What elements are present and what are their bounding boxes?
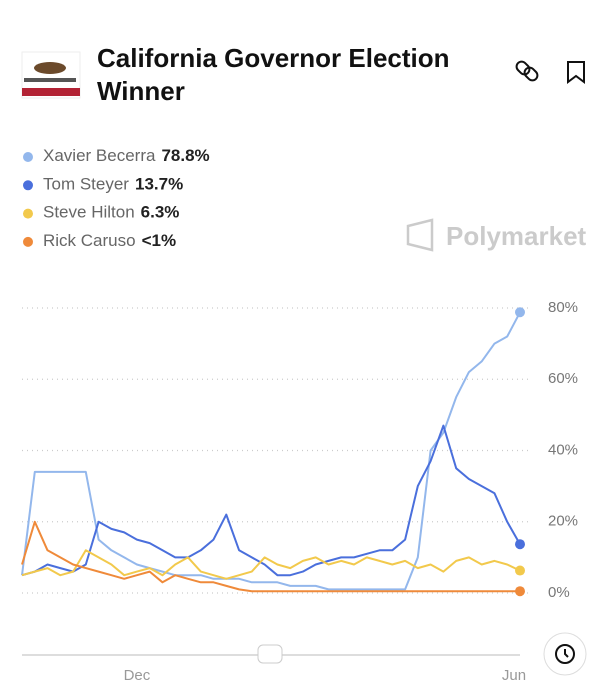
legend-value: 6.3%	[141, 203, 180, 222]
legend-marker	[23, 236, 33, 247]
clock-button[interactable]	[543, 632, 587, 676]
y-tick-label: 20%	[548, 513, 578, 530]
legend-entry: Steve Hilton 6.3%	[43, 203, 179, 222]
y-tick-label: 60%	[548, 370, 578, 387]
chart-title: California Governor Election Winner	[97, 43, 450, 106]
series-line	[21, 520, 520, 593]
legend-name: Rick Caruso	[43, 231, 136, 250]
legend-value: 13.7%	[135, 175, 183, 194]
legend-entry: Rick Caruso <1%	[43, 231, 176, 250]
legend-marker	[23, 180, 33, 191]
y-tick-label: 40%	[548, 441, 578, 458]
link-icon[interactable]	[515, 60, 540, 83]
legend-entry: Tom Steyer 13.7%	[43, 175, 183, 194]
legend-name: Xavier Becerra	[43, 146, 156, 165]
end-marker	[515, 539, 525, 550]
y-tick-label: 0%	[548, 584, 570, 601]
legend-name: Tom Steyer	[43, 175, 129, 194]
legend-marker	[23, 208, 33, 219]
flag-icon	[21, 51, 81, 99]
legend-marker	[23, 152, 33, 162]
legend-name: Steve Hilton	[43, 203, 135, 222]
series-line	[21, 549, 521, 580]
watermark: Polymarket	[446, 221, 587, 251]
end-marker	[515, 307, 525, 318]
end-marker	[515, 565, 525, 576]
y-tick-label: 80%	[548, 299, 578, 316]
bookmark-icon[interactable]	[567, 61, 585, 84]
x-tick-label: Jun	[502, 667, 526, 680]
series-line	[21, 311, 521, 591]
legend-value: 78.8%	[161, 146, 209, 165]
x-tick-label: Dec	[124, 667, 151, 680]
series-line	[21, 424, 521, 577]
legend-value: <1%	[142, 231, 177, 250]
polymarket-logo: Polymarket	[406, 218, 587, 252]
end-marker	[515, 586, 525, 597]
range-handle[interactable]	[257, 644, 283, 664]
legend-entry: Xavier Becerra 78.8%	[43, 146, 210, 165]
